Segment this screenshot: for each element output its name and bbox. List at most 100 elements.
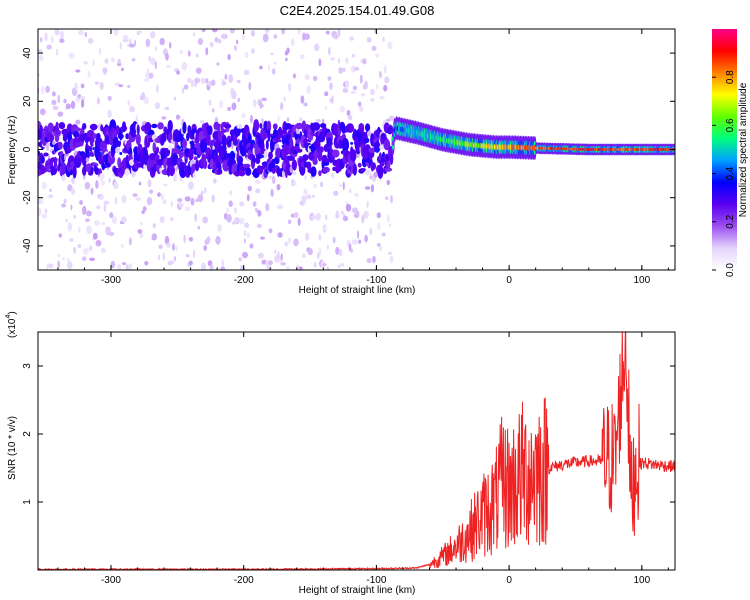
spectrogram-cell-552 [179, 176, 183, 182]
spectrogram-cell-1218 [350, 65, 356, 73]
spectrogram-cell-329 [120, 67, 124, 72]
spectrogram-cell-1355 [386, 160, 391, 169]
spectrogram-cell-286 [108, 231, 115, 236]
spectrogram-cell-267 [103, 200, 110, 205]
spectrogram-cell-1131 [329, 82, 333, 91]
spectrogram-cell-1065 [310, 215, 317, 220]
spectrogram-cell-360 [128, 263, 133, 270]
spectrogram-cell-603 [192, 172, 196, 179]
snr-multiplier-base: (x10 [7, 318, 18, 338]
spectrogram-cell-614 [195, 53, 199, 58]
spectrogram-cell-1027 [301, 253, 306, 259]
spectrogram-cell-1326 [379, 144, 385, 150]
spectrogram-cell-850 [255, 188, 261, 194]
spectrogram-cell-904 [268, 151, 273, 160]
spectrogram-cell-913 [271, 68, 276, 75]
spectrogram-cell-919 [274, 61, 277, 65]
spectrogram-cell-140 [73, 246, 76, 254]
spectrogram-cell-1353 [384, 167, 393, 172]
spectrogram-cell-480 [159, 37, 165, 46]
spectrogram-cell-278 [108, 178, 111, 183]
spectrogram-cell-646 [203, 187, 207, 194]
spectrogram-cell-437 [148, 72, 154, 79]
spectrogram-cell-736 [227, 54, 231, 61]
spectrogram-cell-526 [173, 96, 177, 101]
spectrogram-cell-742 [229, 190, 233, 196]
spectrogram-cell-1143 [332, 236, 336, 244]
spectrogram-cell-892 [265, 139, 269, 150]
spectrogram-cell-807 [244, 222, 250, 228]
spectrogram-cell-473 [158, 244, 163, 249]
spectrogram-cell-553 [178, 202, 184, 208]
spectrogram-cell-251 [100, 124, 104, 132]
spectrogram-cell-979 [289, 166, 293, 173]
spectrogram-cell-770 [236, 39, 239, 45]
spectrogram-cell-705 [217, 162, 222, 172]
spectrogram-cell-420 [143, 96, 149, 105]
spectrogram-cell-1079 [313, 122, 321, 131]
spectrogram-cell-296 [111, 216, 118, 224]
spectrogram-cell-1084 [315, 213, 321, 221]
spectrogram-cell-452 [152, 141, 157, 153]
spectrogram-cell-204 [87, 37, 94, 44]
spectrogram-cell-304 [114, 196, 118, 205]
spectrogram-cell-683 [211, 29, 218, 33]
spectrogram-cell-332 [120, 167, 125, 176]
spectrogram-cell-1223 [352, 239, 358, 245]
spectrogram-cell-1119 [326, 266, 330, 270]
spectrogram-cell-723 [222, 144, 227, 153]
spectrogram-cell-1289 [370, 98, 375, 102]
spectrogram-cell-1015 [299, 117, 303, 122]
spectrogram-cell-247 [98, 152, 102, 155]
spectrogram-cell-1016 [298, 266, 303, 270]
spectrogram-cell-232 [94, 167, 100, 175]
spectrogram-cell-961 [285, 57, 288, 62]
spectrogram-cell-124 [67, 261, 73, 270]
spectrogram-cell-1312 [373, 141, 381, 153]
spectrogram-cell-792 [238, 170, 246, 177]
spectrogram-cell-602 [192, 32, 196, 37]
spectrogram-cell-335 [121, 216, 127, 223]
spectrogram-cell-577 [185, 206, 191, 212]
spectrogram-cell-62 [52, 140, 56, 146]
spectrogram-cell-1199 [345, 203, 352, 212]
spectrogram-cell-1313 [375, 148, 379, 152]
spectrogram-cell-696 [216, 62, 220, 66]
spectrogram-cell-900 [268, 260, 273, 266]
y-tick-label: 40 [22, 47, 33, 59]
spectrogram-cell-1139 [330, 57, 335, 61]
spectrogram-cell-1260 [362, 58, 367, 65]
spectrogram-cell-1340 [383, 64, 387, 74]
spectrogram-cell-1267 [364, 80, 368, 90]
spectrogram-cell-787 [239, 201, 245, 207]
spectrogram-cell-1191 [341, 138, 350, 152]
spectrogram-cell-173 [80, 98, 85, 108]
colorbar-tick-label: 0.0 [725, 263, 736, 277]
spectrogram-cell-568 [182, 138, 187, 149]
snr-x-axis: -300 -200 -100 0 100 [57, 332, 669, 586]
y-tick-label: 3 [22, 363, 33, 369]
spectrogram-cell-1070 [313, 261, 317, 268]
spectrogram-cell-179 [81, 205, 87, 215]
spectrogram-cell-808 [244, 52, 249, 58]
spectrogram-cell-98 [61, 174, 66, 181]
spectrogram-cell-36 [46, 142, 50, 152]
spectrogram-cell-1121 [325, 30, 330, 35]
spectrogram-cell-527 [173, 173, 177, 182]
spectrogram-cell-442 [149, 57, 156, 65]
spectrogram-cell-498 [164, 235, 170, 245]
spectrogram-cell-1179 [342, 213, 345, 217]
spectrogram-cell-183 [82, 123, 87, 130]
spectrogram-cell-454 [154, 60, 157, 70]
spectrogram-cell-1266 [363, 210, 369, 219]
spectrogram-cell-1332 [382, 36, 385, 42]
spectrogram-cell-60 [51, 99, 57, 106]
spectrogram-cell-489 [160, 132, 167, 143]
spectrogram-cell-822 [247, 133, 252, 144]
spectrogram-cell-670 [209, 264, 214, 270]
spectrogram-cell-502 [165, 65, 172, 68]
spectrogram-cell-1013 [295, 148, 303, 153]
spectrogram-cell-224 [92, 232, 98, 240]
spectrogram-cell-876 [261, 259, 267, 265]
